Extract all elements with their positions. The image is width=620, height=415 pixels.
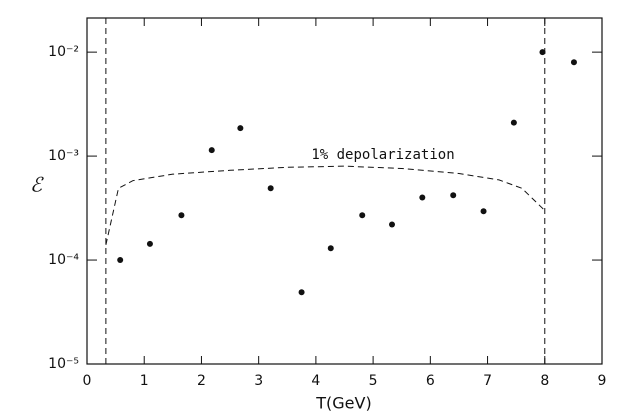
data-point [267,185,274,192]
data-point [480,208,487,215]
data-point [298,289,305,296]
y-tick-label: 10⁻² [48,44,79,60]
data-point [419,194,426,201]
data-point [146,240,153,247]
curve-annotation: 1% depolarization [311,147,454,163]
depolarization-curve [105,165,546,245]
data-point [539,49,546,56]
x-tick-label: 4 [311,373,320,389]
data-point [327,245,334,252]
x-tick-label: 7 [483,373,492,389]
data-point [237,125,244,132]
x-tick-label: 9 [598,373,607,389]
x-tick-label: 6 [426,373,435,389]
x-tick-label: 2 [197,373,206,389]
y-tick-label: 10⁻⁵ [48,356,79,372]
x-tick-label: 8 [540,373,549,389]
y-tick-label: 10⁻³ [48,148,79,164]
data-point [117,257,124,264]
data-point [359,212,366,219]
data-point [178,212,185,219]
x-tick-label: 3 [254,373,263,389]
y-tick-label: 10⁻⁴ [48,252,79,268]
plot-frame [86,17,603,365]
x-tick-label: 5 [369,373,378,389]
x-tick-label: 1 [140,373,149,389]
y-axis-label: ℰ [30,173,44,197]
data-point [450,192,457,199]
x-tick-label: 0 [83,373,92,389]
x-axis-label: T(GeV) [315,394,371,413]
data-point [510,119,517,126]
data-point [570,59,577,66]
data-point [208,147,215,154]
data-point [388,221,395,228]
